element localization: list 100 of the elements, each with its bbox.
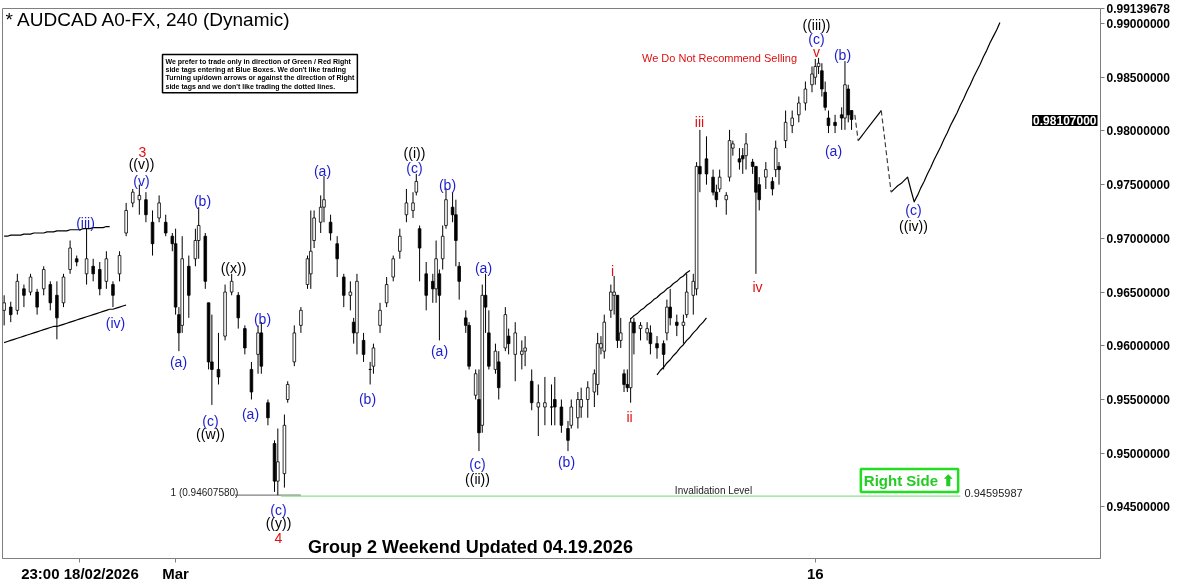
- y-tick-label: 0.97000000: [1106, 231, 1171, 246]
- candlestick: [661, 339, 666, 370]
- candlestick: [543, 376, 547, 426]
- candlestick: [35, 288, 39, 316]
- candlestick: [559, 399, 564, 434]
- candlestick: [764, 161, 768, 190]
- candlestick: [770, 176, 775, 196]
- candlestick: [404, 188, 409, 223]
- annotation: iii: [694, 113, 705, 130]
- candlestick: [249, 361, 254, 401]
- chart-title: * AUDCAD A0-FX, 240 (Dynamic): [5, 9, 290, 30]
- candlestick: [378, 302, 382, 334]
- annotation: v: [813, 43, 820, 60]
- annotation: (iv): [105, 314, 126, 331]
- y-tick-label: 0.95000000: [1106, 446, 1171, 461]
- annotation: ii: [626, 408, 633, 425]
- candlestick: [655, 335, 659, 360]
- annotation: ((x)): [220, 259, 247, 276]
- annotation: ((i)): [403, 144, 426, 161]
- y-tick-label: 0.96000000: [1106, 339, 1171, 354]
- annotation: (c): [905, 201, 922, 218]
- y-tick-label: 0.96500000: [1106, 285, 1171, 300]
- annotation: ((iv)): [899, 217, 928, 234]
- annotation: (a): [313, 162, 332, 179]
- candlestick: [681, 314, 686, 345]
- candlestick: [576, 391, 580, 430]
- candlestick: [104, 250, 109, 290]
- candlestick: [737, 147, 742, 171]
- candlestick: [523, 335, 527, 367]
- candlestick: [424, 261, 428, 311]
- candlestick: [342, 273, 346, 308]
- candlestick: [236, 291, 240, 330]
- y-tick-label: 0.98000000: [1106, 124, 1171, 139]
- candlestick: [243, 324, 247, 355]
- annotation: (b): [193, 192, 212, 209]
- candlestick: [384, 276, 389, 308]
- candlestick: [361, 332, 366, 363]
- candlestick: [335, 235, 339, 278]
- candlestick: [98, 261, 102, 296]
- candlestick: [328, 214, 333, 242]
- candlestick: [797, 96, 801, 123]
- candlestick: [48, 280, 53, 311]
- annotation: 0.94595987: [964, 486, 1023, 499]
- y-tick-label: 0.99000000: [1106, 17, 1171, 32]
- annotation: Group 2 Weekend Updated 04.19.2026: [308, 536, 633, 557]
- annotation: We Do Not Recommend Selling: [641, 51, 798, 64]
- annotation: (a): [824, 143, 843, 160]
- y-tick-label: 0.98500000: [1106, 70, 1171, 85]
- candlestick: [299, 306, 303, 334]
- x-tick-label: Mar: [162, 564, 190, 581]
- candlestick: [286, 380, 290, 404]
- annotation: Invalidation Level: [674, 485, 753, 496]
- candlestick: [131, 188, 135, 208]
- x-tick-label: 23:00 18/02/2026: [21, 564, 139, 581]
- candlestick: [586, 380, 590, 419]
- candlestick: [28, 273, 33, 296]
- candlestick: [530, 368, 534, 411]
- candlestick: [144, 191, 148, 223]
- annotation: 1 (0.94607580): [170, 487, 239, 498]
- candlestick: [783, 110, 788, 149]
- annotation: (iii): [76, 214, 95, 231]
- candlestick: [124, 202, 128, 237]
- annotation: (a): [430, 342, 449, 359]
- y-tick-label: 0.97500000: [1106, 178, 1171, 193]
- annotation: i: [610, 262, 615, 279]
- candlestick: [266, 399, 270, 426]
- annotation: (b): [438, 176, 457, 193]
- candlestick: [744, 132, 748, 171]
- candlestick: [391, 255, 395, 282]
- y-tick-label: 0.99139678: [1106, 2, 1171, 16]
- candlestick: [724, 191, 728, 216]
- candlestick: [348, 280, 353, 311]
- candlestick: [91, 258, 95, 282]
- annotation: (b): [253, 310, 272, 327]
- candlestick: [22, 284, 26, 308]
- candlestick: [675, 314, 679, 337]
- y-tick-label: 0.95500000: [1106, 393, 1171, 408]
- candlestick: [622, 368, 626, 393]
- annotation: Right Side ⬆: [863, 472, 956, 489]
- candlestick: [638, 321, 643, 341]
- annotation: (a): [169, 353, 188, 370]
- y-tick-label: 0.94500000: [1106, 500, 1171, 515]
- candlestick: [117, 250, 122, 282]
- candlestick: [417, 224, 422, 282]
- candlestick: [803, 81, 808, 112]
- candlestick: [579, 387, 583, 419]
- annotation: iv: [752, 278, 763, 295]
- candlestick: [536, 383, 541, 437]
- candlestick: [520, 339, 524, 370]
- candlestick: [513, 321, 517, 382]
- annotation: (v): [133, 172, 150, 189]
- candlestick: [398, 228, 402, 260]
- annotation: (a): [474, 259, 493, 276]
- annotation: (b): [557, 453, 576, 470]
- annotation: (a): [241, 405, 260, 422]
- annotation: ((iii)): [802, 16, 831, 33]
- candlestick: [157, 194, 161, 223]
- candlestick: [704, 135, 709, 186]
- x-tick-label: 16: [806, 564, 824, 581]
- annotation: 0.98107000: [1033, 114, 1097, 128]
